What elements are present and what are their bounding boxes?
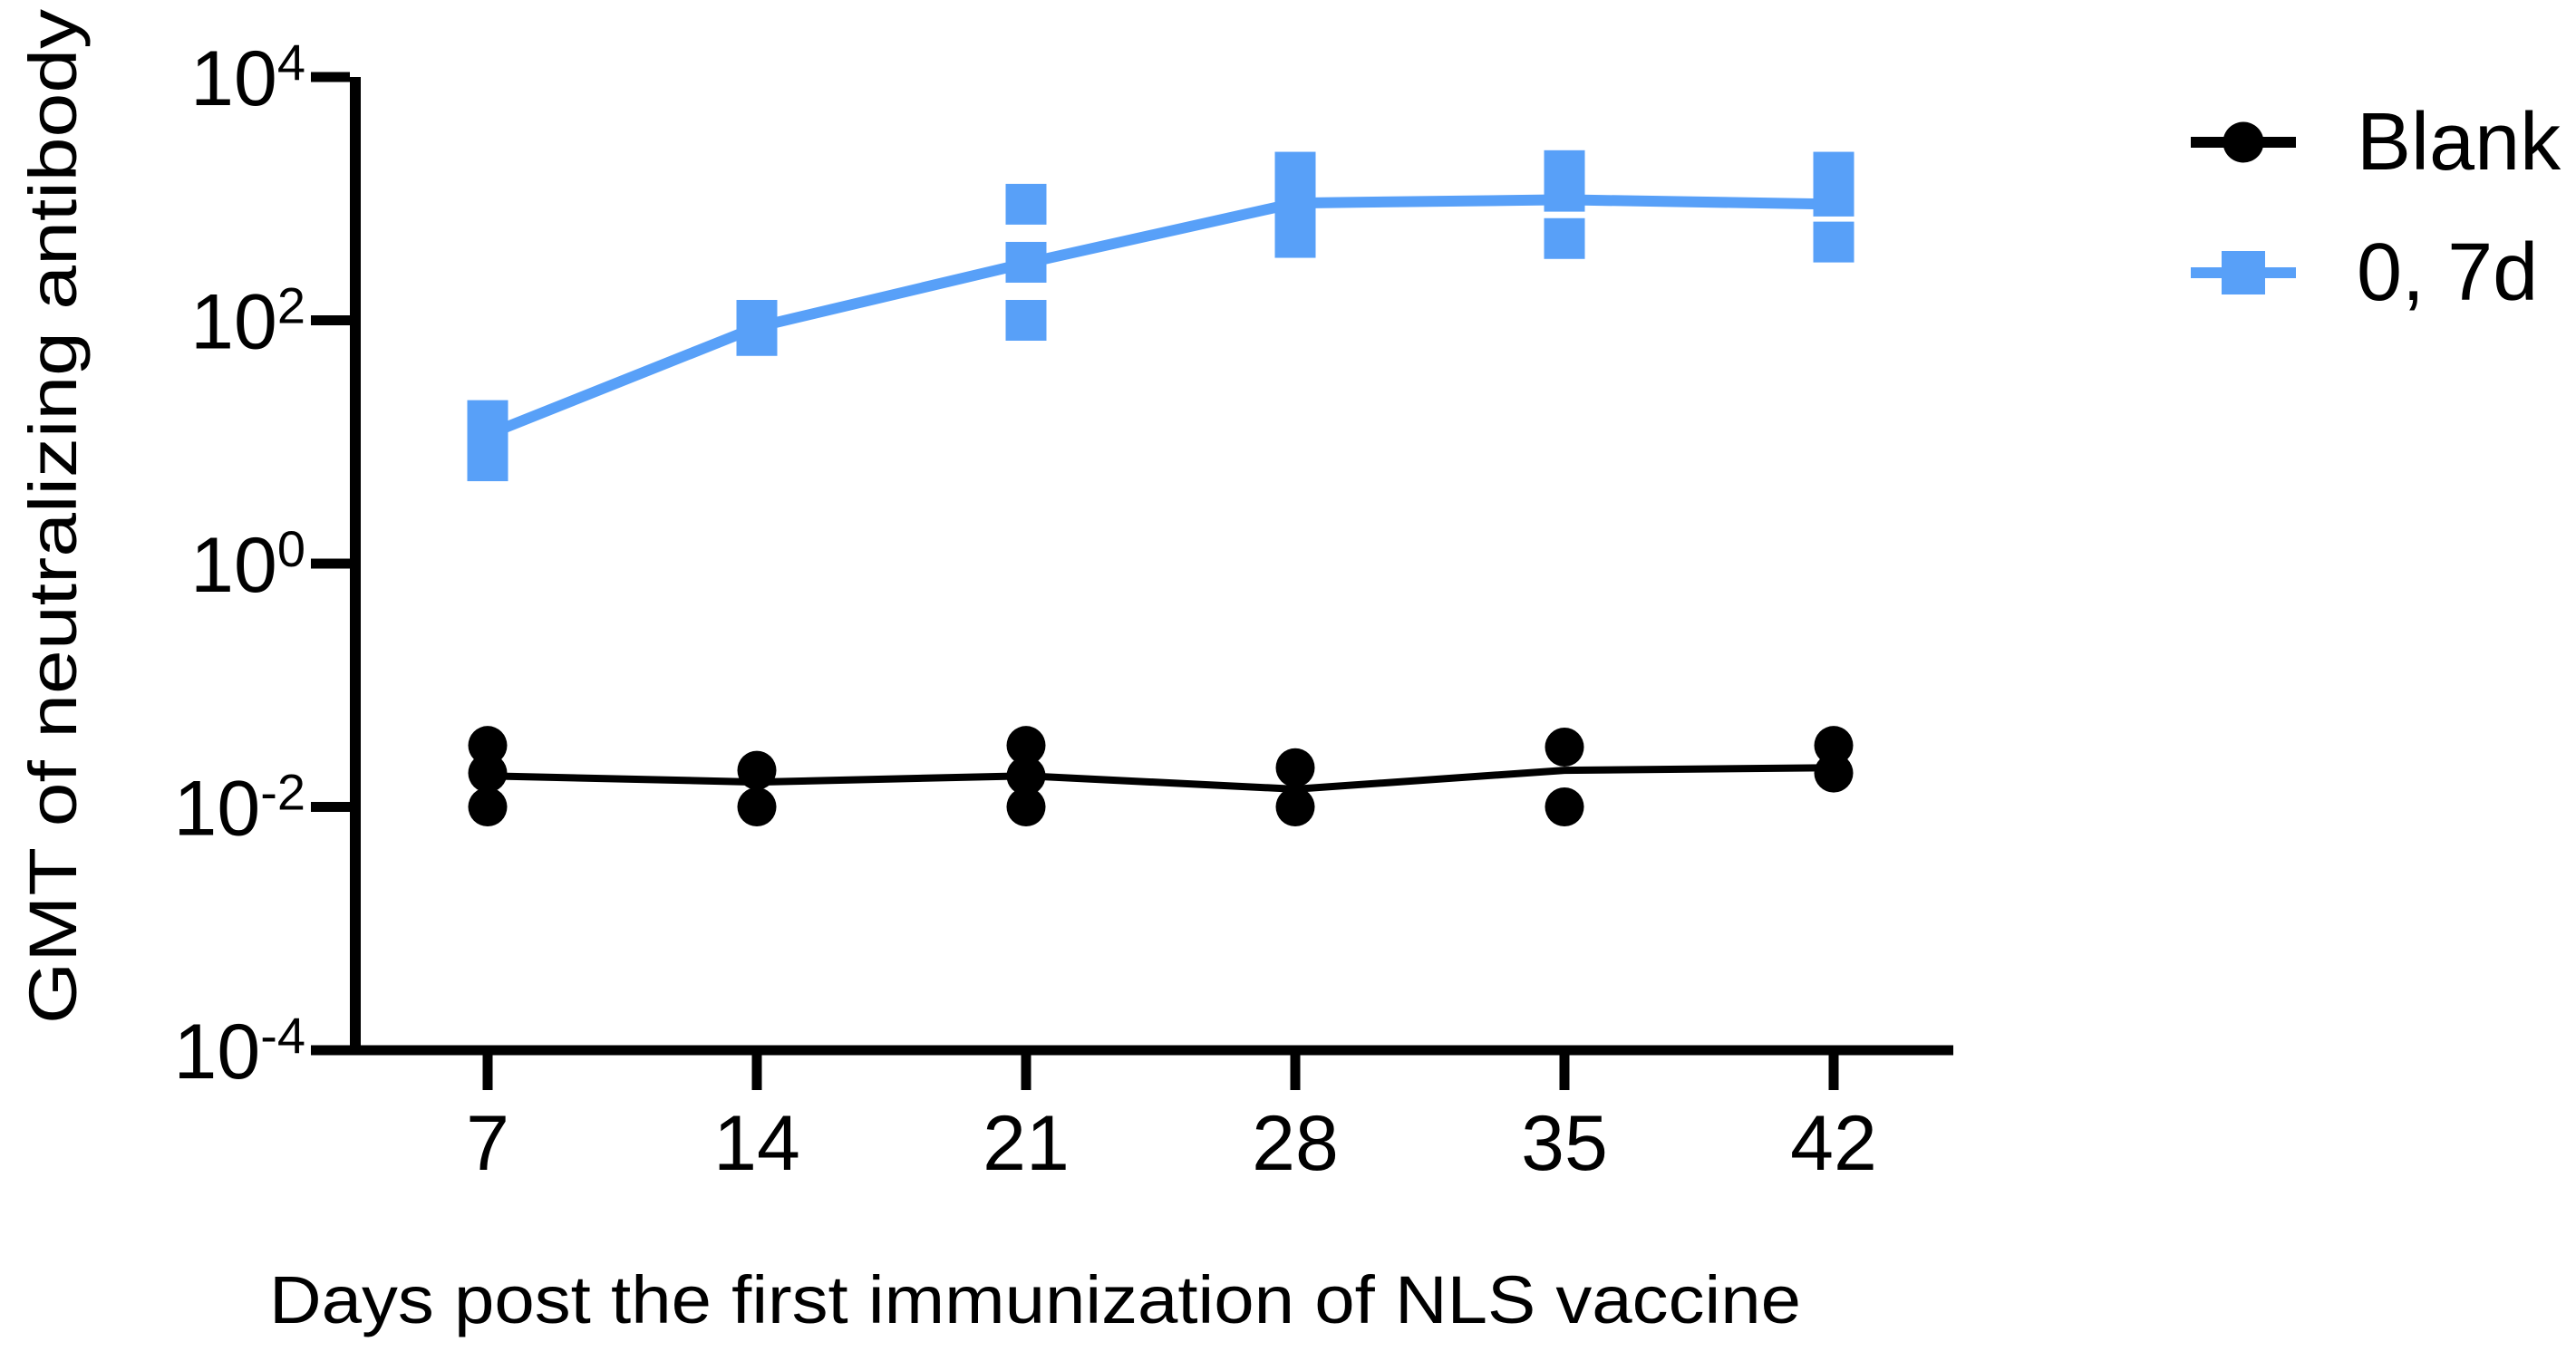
data-point-circle: [1275, 787, 1315, 826]
series-markers: [467, 150, 1855, 826]
data-point-square: [1813, 175, 1855, 217]
y-axis-tick-labels: 104 102 100 10-2 10-4: [174, 34, 305, 1096]
legend-label-blank: Blank: [2357, 97, 2561, 188]
data-point-circle: [1275, 748, 1315, 787]
data-point-circle: [468, 753, 508, 793]
data-point-square: [1544, 170, 1585, 212]
data-point-square: [1813, 221, 1855, 263]
x-tick-label: 35: [1521, 1100, 1608, 1187]
data-point-circle: [737, 750, 777, 790]
x-tick-label: 21: [983, 1100, 1070, 1187]
data-point-circle: [1814, 753, 1854, 793]
data-point-square: [1544, 217, 1585, 259]
data-point-square: [736, 314, 778, 356]
y-tick-label: 102: [190, 277, 305, 366]
data-point-circle: [737, 787, 777, 826]
series-lines: [485, 194, 1835, 793]
x-tick-label: 7: [466, 1100, 509, 1187]
data-point-circle: [1006, 726, 1046, 766]
data-point-circle: [1814, 726, 1854, 766]
y-tick-label: 10-4: [174, 1007, 305, 1096]
data-point-square: [1005, 241, 1047, 283]
y-tick-label: 100: [190, 520, 305, 609]
data-point-circle: [1545, 728, 1584, 767]
x-tick-label: 28: [1252, 1100, 1339, 1187]
data-point-circle: [1006, 756, 1046, 796]
data-point-square: [1005, 300, 1047, 341]
x-axis-title: Days post the first immunization of NLS …: [269, 1262, 1801, 1337]
x-tick-label: 42: [1790, 1100, 1877, 1187]
data-point-circle: [468, 787, 508, 826]
y-axis-title: GMT of neutralizing antibody: [15, 9, 91, 1024]
y-tick-label: 104: [190, 34, 305, 122]
legend-label-0-7d: 0, 7d: [2357, 227, 2538, 318]
data-point-circle: [1006, 787, 1046, 826]
data-point-square: [1005, 183, 1047, 225]
data-point-square: [467, 440, 508, 482]
y-tick-label: 10-2: [174, 764, 305, 853]
plot-axes: [311, 72, 1953, 1090]
legend-item-blank: Blank: [2191, 97, 2561, 188]
legend: Blank 0, 7d: [2191, 97, 2561, 318]
data-point-square: [1274, 217, 1316, 258]
legend-square-marker-icon: [2222, 251, 2265, 294]
legend-item-0-7d: 0, 7d: [2191, 227, 2538, 318]
data-point-circle: [1545, 787, 1584, 826]
data-point-square: [467, 400, 508, 441]
x-axis-tick-labels: 7 14 21 28 35 42: [466, 1100, 1877, 1187]
data-point-circle: [468, 726, 508, 766]
legend-circle-marker-icon: [2223, 121, 2264, 163]
x-tick-label: 14: [713, 1100, 800, 1187]
